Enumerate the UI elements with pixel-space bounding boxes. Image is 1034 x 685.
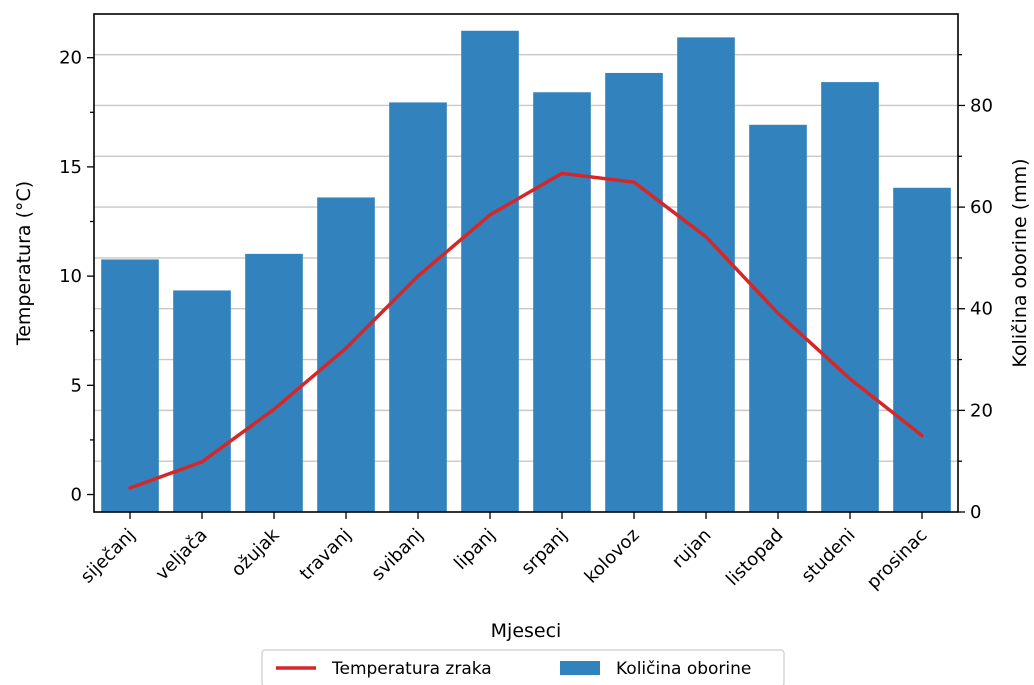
axis-labels: Mjeseci Temperatura (°C) Količina oborin… bbox=[13, 158, 1031, 642]
x-tick-label: prosinac bbox=[863, 525, 932, 594]
legend-label-temperature: Temperatura zraka bbox=[331, 659, 492, 679]
legend-box bbox=[261, 649, 785, 685]
bar-listopad bbox=[749, 124, 807, 512]
bar-veljača bbox=[173, 290, 231, 512]
y-tick-label-left: 5 bbox=[71, 375, 82, 396]
x-tick-label: rujan bbox=[668, 525, 716, 573]
legend: Temperatura zraka Količina oborine bbox=[261, 649, 785, 685]
bar-prosinac bbox=[893, 187, 951, 512]
bar-lipanj bbox=[461, 30, 519, 513]
bar-studeni bbox=[821, 82, 879, 513]
x-tick-label: siječanj bbox=[77, 525, 140, 588]
y-tick-label-right: 40 bbox=[970, 299, 993, 320]
y-tick-label-left: 0 bbox=[71, 485, 82, 506]
y-tick-label-right: 80 bbox=[970, 95, 993, 116]
bar-ožujak bbox=[245, 253, 303, 512]
x-tick-label: veljača bbox=[152, 525, 212, 585]
y-tick-label-left: 10 bbox=[59, 266, 82, 287]
precipitation-bars bbox=[101, 30, 951, 513]
bar-rujan bbox=[677, 37, 735, 512]
x-tick-label: travanj bbox=[296, 525, 356, 585]
y-axis-title-left: Temperatura (°C) bbox=[13, 181, 35, 346]
legend-label-precipitation: Količina oborine bbox=[616, 659, 751, 679]
x-tick-label: svibanj bbox=[367, 525, 427, 585]
y-tick-label-left: 20 bbox=[59, 48, 82, 69]
temperature-line bbox=[128, 171, 924, 490]
y-tick-label-left: 15 bbox=[59, 157, 82, 178]
legend-swatch-precipitation bbox=[560, 661, 600, 675]
x-tick-label: lipanj bbox=[450, 525, 499, 574]
bar-kolovoz bbox=[605, 72, 663, 513]
y-tick-label-right: 0 bbox=[970, 502, 981, 523]
x-tick-label: studeni bbox=[797, 525, 859, 587]
grid-lines bbox=[94, 53, 958, 462]
y-tick-label-right: 60 bbox=[970, 197, 993, 218]
x-tick-label: ožujak bbox=[227, 524, 283, 580]
x-tick-label: kolovoz bbox=[581, 525, 644, 588]
x-tick-label: srpanj bbox=[517, 525, 571, 579]
x-tick-label: listopad bbox=[722, 525, 787, 590]
y-axis-title-right: Količina oborine (mm) bbox=[1009, 158, 1031, 367]
bar-srpanj bbox=[533, 92, 591, 512]
temperature-line-layer bbox=[128, 171, 924, 490]
x-axis-title: Mjeseci bbox=[491, 620, 562, 642]
y-tick-label-right: 20 bbox=[970, 400, 993, 421]
plot-frame bbox=[93, 13, 959, 513]
bar-svibanj bbox=[389, 102, 447, 512]
bar-siječanj bbox=[101, 259, 159, 512]
bar-travanj bbox=[317, 197, 375, 512]
